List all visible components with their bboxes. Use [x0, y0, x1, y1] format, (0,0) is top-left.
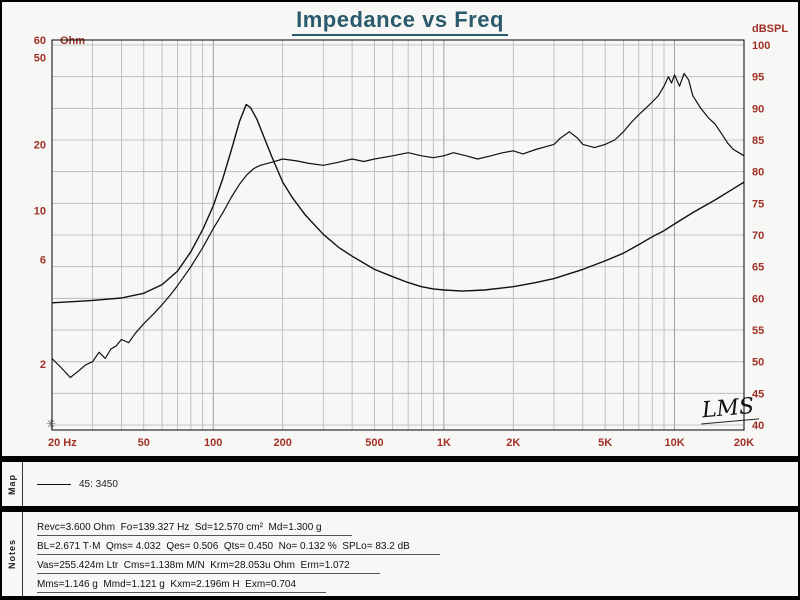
- legend-line-sample: [37, 483, 71, 485]
- x-axis-tick-label: 1K: [437, 437, 451, 449]
- x-axis-tick-label: 2K: [506, 437, 520, 449]
- x-axis-tick-label: 100: [204, 437, 222, 449]
- chart-title: Impedance vs Freq: [292, 7, 508, 36]
- note-row: Vas=255.424m Ltr Cms=1.138m M/N Krm=28.0…: [37, 555, 798, 574]
- impedance-frequency-plot: 100 95 90 85 80 75 70 65 60 55 50 45 40 60 50 20 10 6 2 20 …: [34, 23, 789, 449]
- plot-border: [51, 39, 745, 431]
- curve-impedance: [51, 103, 745, 304]
- note-row: Revc=3.600 Ohm Fo=139.327 Hz Sd=12.570 c…: [37, 517, 798, 536]
- notes-content: Revc=3.600 Ohm Fo=139.327 Hz Sd=12.570 c…: [23, 512, 798, 596]
- right-axis-tick-label: 75: [752, 198, 764, 210]
- right-axis-tick-label: 100: [752, 40, 770, 52]
- left-axis-unit-label: Ohm: [60, 35, 85, 47]
- map-panel: Map 45: 3450: [2, 462, 798, 506]
- right-axis-tick-label: 80: [752, 167, 764, 179]
- x-axis-tick-label: 200: [273, 437, 291, 449]
- curve-spl: [51, 72, 745, 379]
- right-axis-tick-label: 70: [752, 230, 764, 242]
- note-line-4: Mms=1.146 g Mmd=1.121 g Kxm=2.196m H Exm…: [37, 579, 327, 593]
- right-axis-tick-label: 95: [752, 72, 764, 84]
- left-axis-tick-label: 6: [40, 254, 46, 266]
- note-row: Mms=1.146 g Mmd=1.121 g Kxm=2.196m H Exm…: [37, 574, 798, 593]
- right-axis-tick-label: 60: [752, 293, 764, 305]
- right-axis-tick-label: 45: [752, 388, 764, 400]
- note-line-3: Vas=255.424m Ltr Cms=1.138m M/N Krm=28.0…: [37, 560, 380, 574]
- right-axis-tick-label: 90: [752, 103, 764, 115]
- chart-title-bar: Impedance vs Freq: [2, 7, 798, 36]
- x-axis-tick-label: 50: [138, 437, 150, 449]
- notes-panel: Notes Revc=3.600 Ohm Fo=139.327 Hz Sd=12…: [2, 512, 798, 596]
- right-axis-tick-label: 50: [752, 357, 764, 369]
- notes-panel-label: Notes: [7, 538, 17, 569]
- note-line-1: Revc=3.600 Ohm Fo=139.327 Hz Sd=12.570 c…: [37, 522, 352, 536]
- cursor-marker-icon: ✳: [46, 417, 57, 431]
- note-line-2: BL=2.671 T·M Qms= 4.032 Qes= 0.506 Qts= …: [37, 541, 440, 555]
- right-axis-unit-label: dBSPL: [752, 23, 788, 35]
- right-axis-tick-label: 55: [752, 325, 764, 337]
- right-axis-tick-label: 65: [752, 262, 764, 274]
- note-row: BL=2.671 T·M Qms= 4.032 Qes= 0.506 Qts= …: [37, 536, 798, 555]
- x-axis-tick-label: 20K: [734, 437, 754, 449]
- x-axis-tick-label: 10K: [664, 437, 684, 449]
- left-axis-tick-label: 60: [34, 35, 46, 47]
- left-axis-tick-label: 50: [34, 52, 46, 64]
- legend-label: 45: 3450: [79, 478, 118, 490]
- right-axis-tick-label: 85: [752, 135, 764, 147]
- x-axis-tick-label: 500: [365, 437, 383, 449]
- map-legend: 45: 3450: [23, 462, 798, 506]
- x-axis-tick-label: 20 Hz: [48, 437, 77, 449]
- lms-logo: LMS: [698, 393, 760, 425]
- left-axis-tick-label: 2: [40, 359, 46, 371]
- left-axis-tick-label: 10: [34, 206, 46, 218]
- chart-panel: Impedance vs Freq 100 95 90 85 80 75 70 65 60 55 5…: [2, 2, 798, 456]
- notes-panel-tab: Notes: [2, 512, 23, 596]
- left-axis-tick-label: 20: [34, 140, 46, 152]
- right-axis-tick-label: 40: [752, 420, 764, 432]
- map-panel-label: Map: [7, 473, 17, 495]
- x-axis-tick-label: 5K: [598, 437, 612, 449]
- map-panel-tab: Map: [2, 462, 23, 506]
